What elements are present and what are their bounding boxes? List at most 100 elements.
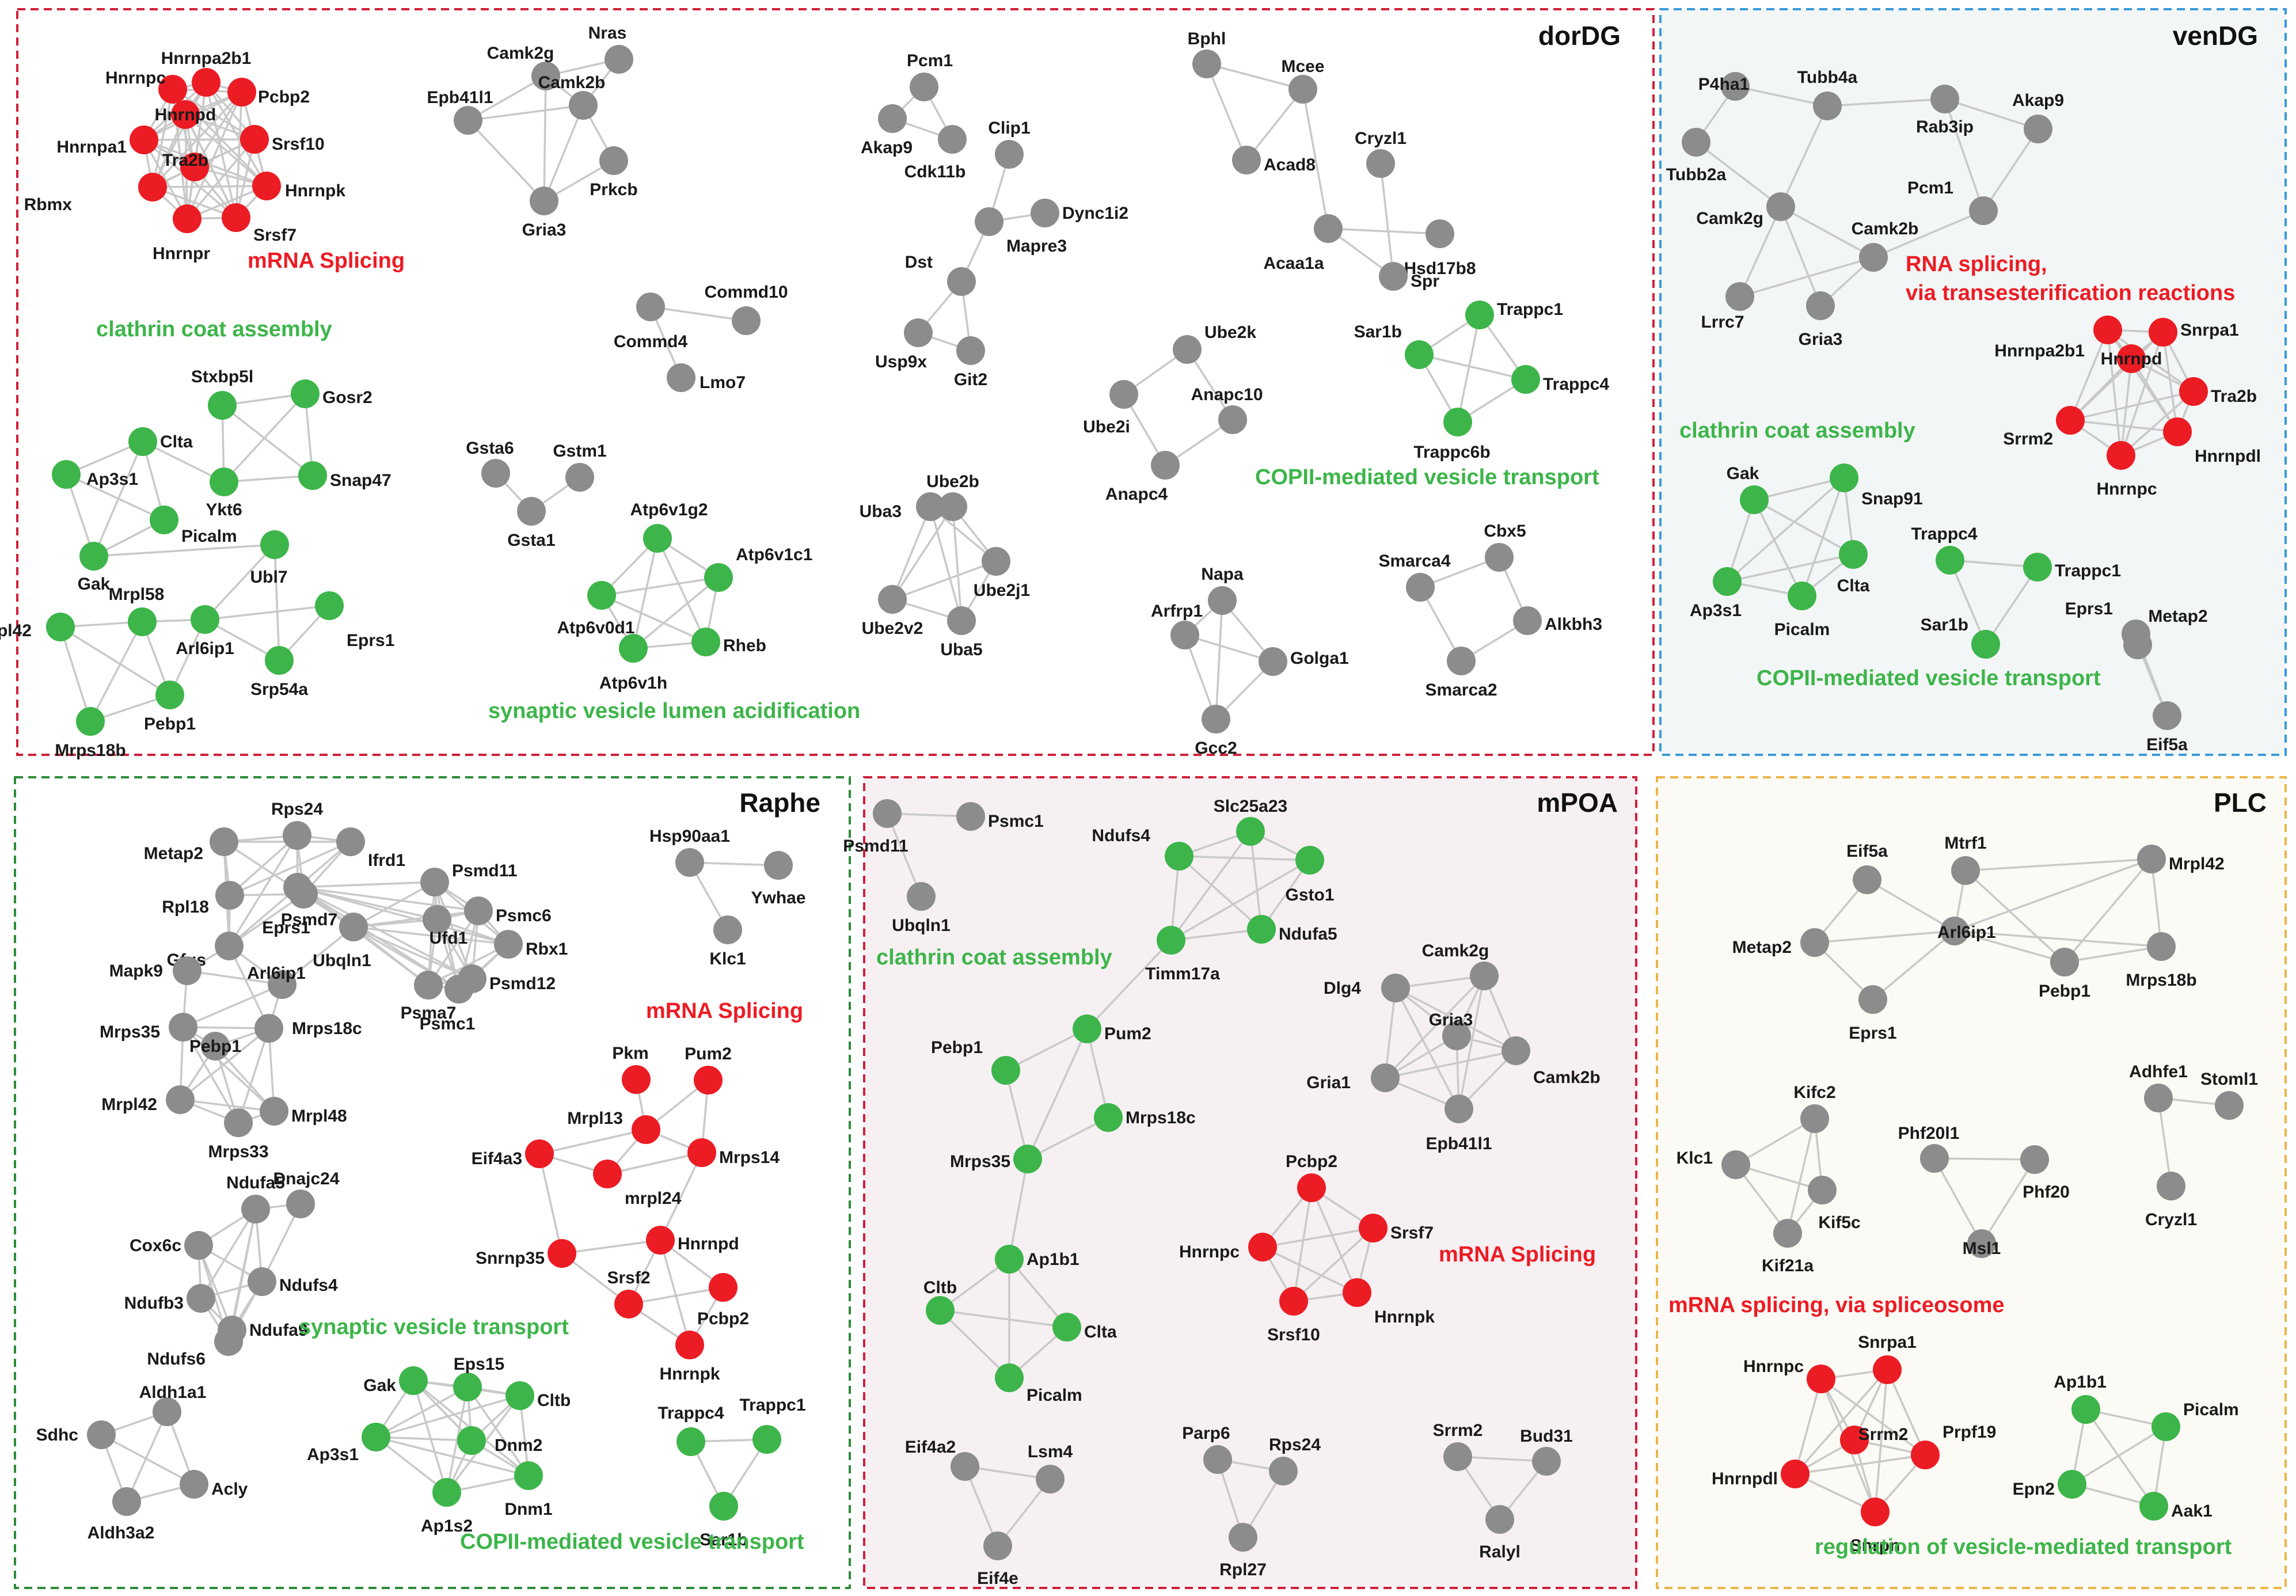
edge <box>143 138 255 141</box>
node-circle <box>169 1013 197 1042</box>
node-label: Psmd11 <box>843 837 908 856</box>
node-hnrnpc: Hnrnpc <box>105 69 187 104</box>
node-label: Akap9 <box>861 138 913 157</box>
node-gsta6: Gsta6 <box>466 439 514 488</box>
node-label: Eprs1 <box>1849 1024 1896 1043</box>
node-cltb: Cltb <box>505 1381 571 1410</box>
node-circle <box>494 930 523 959</box>
node-smarca4: Smarca4 <box>1378 552 1451 602</box>
node-circle <box>2071 1395 2100 1424</box>
node-label: Mrpl42 <box>101 1095 157 1114</box>
node-pum2: Pum2 <box>1073 1014 1151 1043</box>
node-atp6v0d1: Atp6v0d1 <box>557 581 635 637</box>
node-label: Ap1b1 <box>1027 1250 1079 1269</box>
node-arfrp1: Arfrp1 <box>1151 602 1203 649</box>
panel-dordg: dorDG <box>16 8 1655 756</box>
node-circle <box>423 905 451 934</box>
edge <box>221 404 314 477</box>
node-label: Sar1b <box>700 1530 747 1549</box>
edge <box>1245 88 1304 161</box>
node-circle <box>605 45 633 74</box>
node-circle <box>713 915 742 944</box>
edge <box>1780 206 1822 306</box>
node-label: Ap3s1 <box>86 470 138 489</box>
node-label: Kif5c <box>1818 1213 1860 1232</box>
edge <box>152 185 267 188</box>
edge <box>1385 1050 1516 1079</box>
node-circle <box>1208 586 1237 615</box>
node-acly: Acly <box>180 1470 248 1499</box>
node-label: Trappc1 <box>1497 300 1563 319</box>
edge <box>1215 600 1223 720</box>
edge <box>1086 939 1172 1030</box>
node-ifrd1: Ifrd1 <box>336 827 405 870</box>
node-circle <box>444 975 473 1004</box>
node-circle <box>676 1427 705 1456</box>
pathway-annotation: COPII-mediated vesicle transport <box>1757 666 2101 690</box>
node-label: Ufd1 <box>429 929 468 948</box>
node-label: Clta <box>1837 576 1870 595</box>
node-kif5c: Kif5c <box>1808 1176 1861 1232</box>
node-circle <box>138 173 167 202</box>
node-circle <box>525 1139 554 1168</box>
node-circle <box>128 607 157 636</box>
node-cbx5: Cbx5 <box>1484 522 1526 572</box>
node-eif4a2: Eif4a2 <box>905 1438 979 1481</box>
edge <box>60 626 170 696</box>
edge <box>142 440 225 483</box>
node-circle <box>904 318 933 347</box>
node-circle <box>1192 50 1221 78</box>
node-adhfe1: Adhfe1 <box>2129 1062 2188 1112</box>
node-circle <box>191 605 219 634</box>
node-circle <box>1443 1442 1472 1471</box>
edge <box>152 186 237 219</box>
node-circle <box>691 628 720 656</box>
node-circle <box>636 292 665 321</box>
edge <box>228 893 305 947</box>
node-label: Camk2b <box>538 73 606 92</box>
node-label: Pum2 <box>685 1044 732 1063</box>
edge <box>1384 975 1485 1079</box>
node-circle <box>240 125 269 154</box>
edge <box>186 92 243 219</box>
node-gria1: Gria1 <box>1306 1063 1400 1092</box>
node-tra2b: Tra2b <box>162 151 209 181</box>
pathway-annotation: clathrin coat assembly <box>876 945 1112 970</box>
node-ndufs4: Ndufs4 <box>1092 826 1193 871</box>
node-circle <box>1314 214 1343 243</box>
node-circle <box>646 1226 675 1255</box>
node-golga1: Golga1 <box>1259 647 1349 676</box>
node-circle <box>252 172 281 200</box>
node-label: Parp6 <box>1182 1424 1230 1443</box>
node-circle <box>1940 917 1969 945</box>
node-gsto1: Gsto1 <box>1285 846 1335 905</box>
node-arl6ip1: Arl6ip1 <box>247 964 306 999</box>
node-label: Rps24 <box>1269 1435 1321 1454</box>
panel-title: PLC <box>2214 788 2267 818</box>
node-circle <box>215 881 244 910</box>
node-label: Alkbh3 <box>1545 615 1602 634</box>
edge <box>1982 128 2039 211</box>
edge <box>539 1128 647 1155</box>
node-trappc4: Trappc4 <box>1511 365 1609 394</box>
node-circle <box>1465 301 1494 329</box>
node-hnrnpa2b1: Hnrnpa2b1 <box>1994 316 2122 360</box>
node-label: Ykt6 <box>206 500 242 519</box>
edge <box>1457 1456 1547 1462</box>
node-trappc1: Trappc1 <box>2023 553 2121 582</box>
node-circle <box>1248 1233 1277 1261</box>
edge <box>1170 859 1310 941</box>
node-circle <box>1094 1103 1123 1132</box>
node-napa: Napa <box>1201 565 1244 615</box>
node-hnrnpdl: Hnrnpdl <box>1712 1460 1810 1488</box>
node-cryzl1: Cryzl1 <box>2145 1172 2197 1229</box>
edge <box>375 1436 529 1477</box>
node-stxbp5l: Stxbp5l <box>191 367 253 420</box>
edge <box>601 576 719 596</box>
edge <box>1794 1378 1822 1475</box>
node-circle <box>336 827 365 856</box>
node-circle <box>414 971 443 1000</box>
node-label: Bphl <box>1188 29 1226 48</box>
edge <box>193 92 243 168</box>
node-label: Mrpl42 <box>2169 854 2225 873</box>
